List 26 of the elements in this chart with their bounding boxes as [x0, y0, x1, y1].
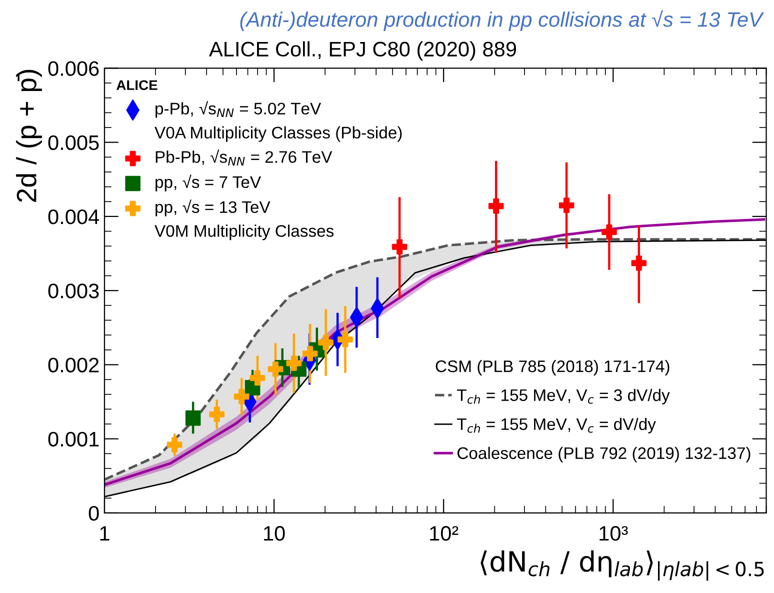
annotation: CSM (PLB 785 (2018) 171-174): [436, 360, 670, 376]
legend-label: Pb-Pb, √s$_{NN}$ = 2.76 TeV: [156, 150, 332, 166]
legend-label: pp, √s = 13 TeV: [156, 200, 270, 216]
chart-subtitle: ALICE Coll., EPJ C80 (2020) 889: [209, 41, 516, 61]
legend-title: ALICE: [116, 80, 158, 90]
legend-label: Coalescence (PLB 792 (2019) 132-137): [458, 446, 750, 462]
legend-label: T$_{ch}$ = 155 MeV, V$_{c}$ = 3 dV/dy: [457, 388, 670, 404]
y-tick-label: 0.003: [48, 284, 99, 298]
y-tick-label: 0.001: [48, 432, 99, 447]
y-tick-label: 0.002: [48, 358, 99, 372]
y-tick-label: 0.006: [48, 61, 99, 76]
legend-label: pp, √s = 7 TeV: [156, 174, 262, 192]
y-tick-label: 0.005: [48, 135, 99, 150]
x-tick-label: 10: [264, 526, 285, 541]
y-axis-title: 2d / (p + p̄): [16, 70, 42, 202]
annotation: V0M Multiplicity Classes: [154, 224, 334, 240]
legend-label: T$_{ch}$ = 155 MeV, V$_{c}$ = dV/dy: [457, 418, 656, 434]
chart-title: (Anti-)deuteron production in pp collisions at √s = 13 TeV: [240, 10, 764, 32]
legend-label: p-Pb, √s$_{NN}$ = 5.02 TeV: [156, 101, 322, 118]
y-tick-label: 0.004: [48, 209, 100, 224]
y-tick-label: 0: [88, 506, 99, 521]
x-axis-title: ⟨dN$_{ch}$ / dη$_{lab}$⟩$_{|ηlab|<0.5}$: [480, 550, 764, 581]
x-tick-label: 10³: [600, 526, 628, 541]
x-tick-label: 1: [100, 526, 110, 541]
annotation: V0A Multiplicity Classes (Pb-side): [154, 126, 402, 142]
x-tick-label: 10²: [430, 526, 458, 541]
